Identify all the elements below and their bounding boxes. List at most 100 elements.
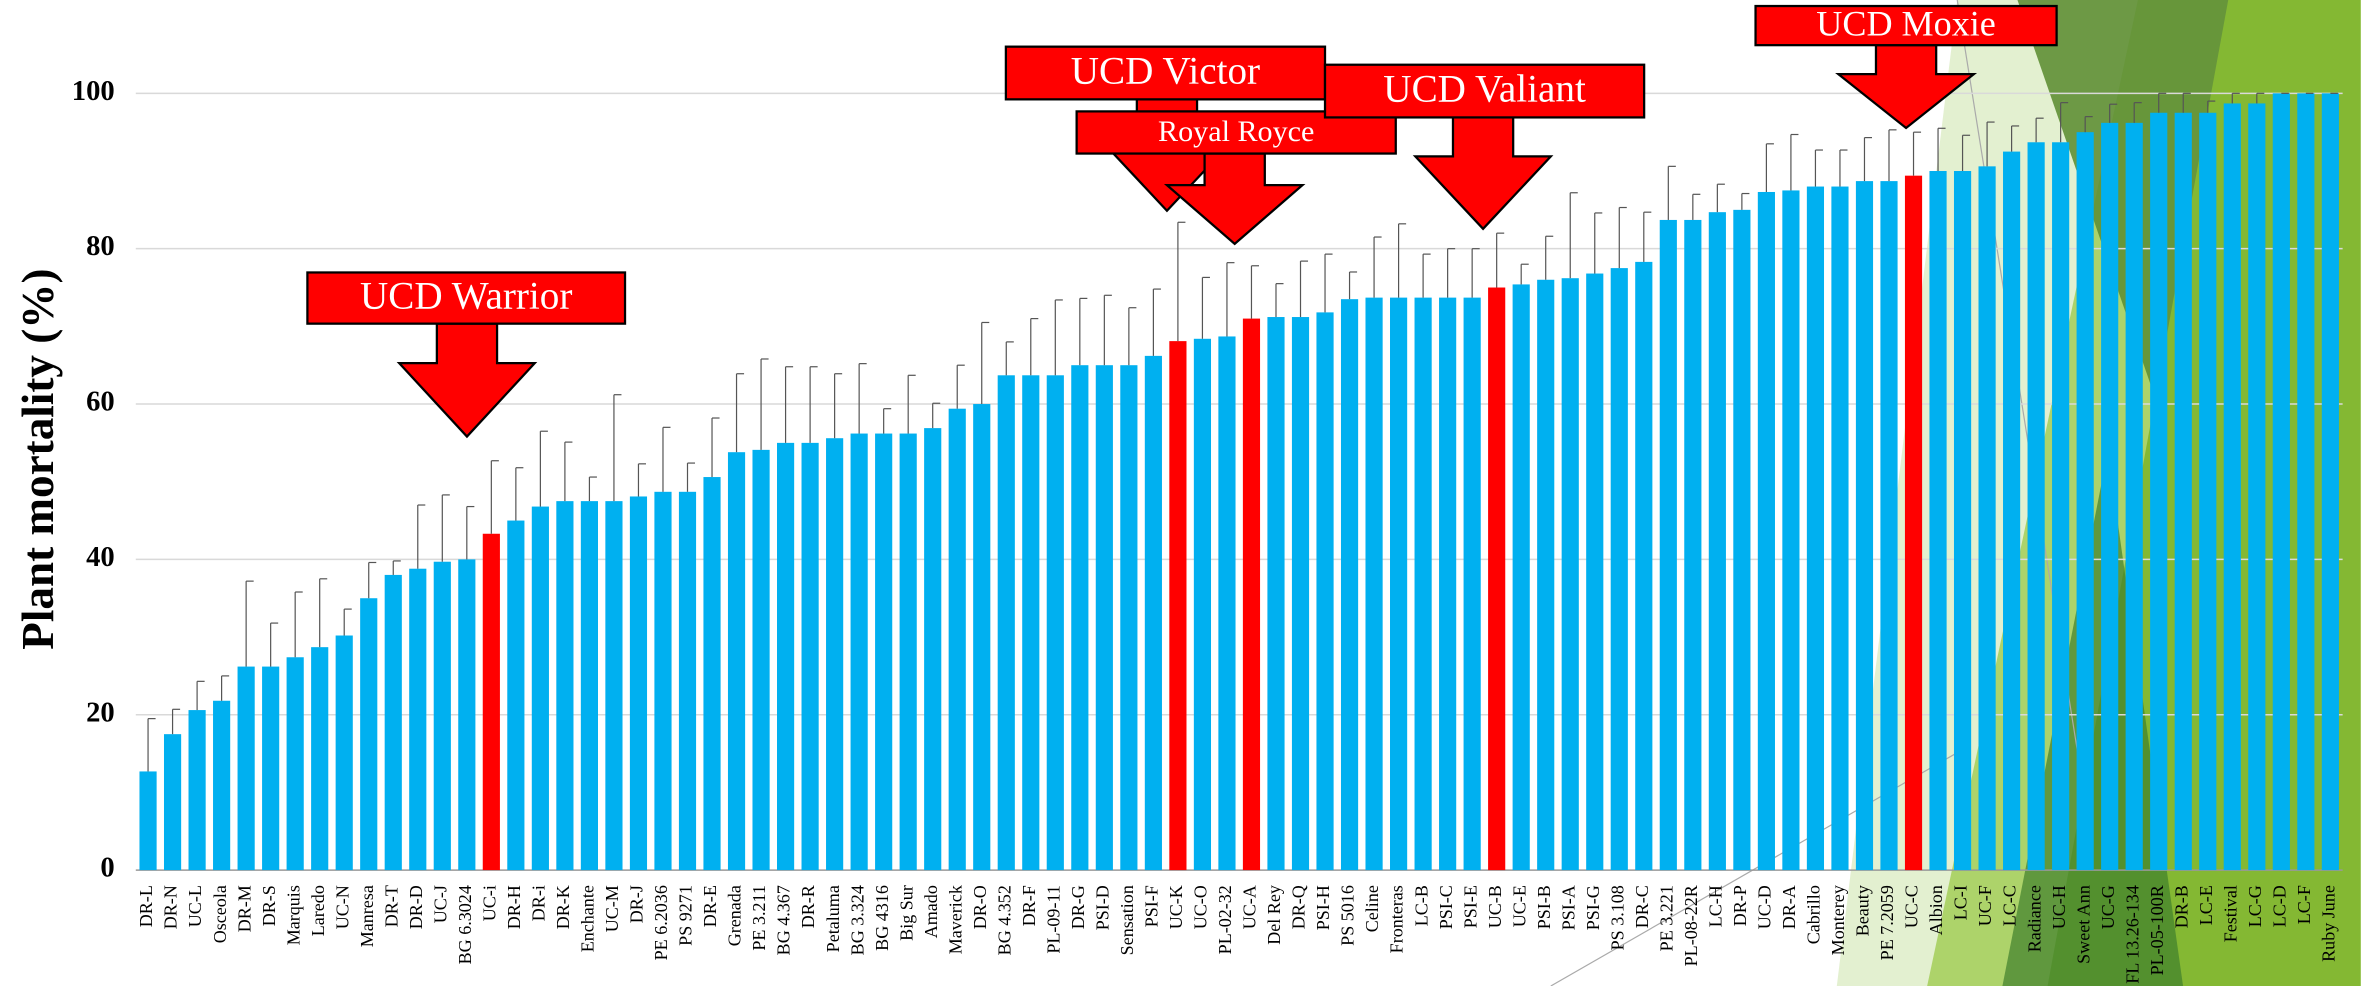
bar — [531, 506, 549, 871]
x-tick-label: DR-T — [381, 885, 401, 927]
x-tick-label: PE 7.2059 — [1877, 885, 1897, 960]
x-tick-label: LC-I — [1951, 885, 1971, 920]
x-tick-label: Celine — [1362, 885, 1382, 932]
bar — [2174, 112, 2192, 871]
bar — [2248, 103, 2266, 871]
x-tick-label: UC-N — [332, 885, 352, 929]
x-tick-label: UC-E — [1509, 885, 1529, 927]
x-tick-label: Beauty — [1853, 885, 1873, 936]
bar — [507, 520, 525, 871]
bar — [1512, 284, 1530, 871]
x-tick-label: PL-09-11 — [1043, 885, 1063, 954]
x-tick-label: Monterey — [1828, 885, 1848, 955]
x-tick-label: Fronteras — [1387, 885, 1407, 953]
x-tick-label: PL-02-32 — [1215, 885, 1235, 954]
bar — [2027, 142, 2045, 871]
y-tick-label: 20 — [86, 697, 115, 728]
callout-label: Royal Royce — [1158, 114, 1314, 148]
bar — [1880, 181, 1898, 871]
bar — [1365, 297, 1383, 871]
bar — [654, 491, 672, 871]
x-tick-label: UC-C — [1902, 885, 1922, 928]
bar — [1193, 338, 1212, 871]
bar — [1046, 375, 1064, 871]
x-tick-label: DR-A — [1779, 885, 1799, 929]
x-tick-label: PSI-E — [1460, 885, 1480, 928]
x-tick-label: Maverick — [945, 884, 965, 954]
bar — [1806, 186, 1825, 871]
bar — [1831, 186, 1849, 871]
x-tick-label: Sweet Ann — [2073, 885, 2093, 964]
x-tick-label: Festival — [2220, 885, 2240, 942]
bar — [826, 438, 844, 871]
bar — [973, 404, 991, 871]
bar — [1929, 171, 1947, 871]
x-tick-label: Del Rey — [1264, 885, 1284, 945]
x-tick-label: DR-M — [234, 885, 254, 932]
bar — [1439, 297, 1457, 871]
x-tick-label: LC-E — [2196, 885, 2216, 925]
x-tick-label: DR-N — [161, 885, 181, 929]
x-tick-label: PSI-H — [1313, 885, 1333, 930]
bar — [2321, 93, 2339, 871]
bar — [360, 598, 378, 871]
bar — [1488, 287, 1506, 871]
bar — [1169, 341, 1187, 871]
bar — [262, 666, 280, 871]
callout-label: UCD Valiant — [1383, 68, 1586, 111]
bar — [2272, 93, 2290, 871]
x-tick-label: DR-P — [1730, 885, 1750, 926]
x-tick-label: Big Sur — [896, 885, 916, 941]
x-tick-label: LC-H — [1705, 885, 1725, 927]
x-tick-label: UC-J — [430, 885, 450, 923]
x-tick-label: UC-D — [1755, 885, 1775, 929]
bar — [605, 501, 623, 871]
x-tick-label: DR-Q — [1289, 885, 1309, 929]
callout-label: UCD Moxie — [1816, 3, 1996, 43]
callout-box — [306, 271, 627, 325]
x-tick-label: DR-L — [136, 885, 156, 927]
x-tick-label: Marquis — [283, 885, 303, 945]
bar — [409, 568, 427, 871]
bar — [2297, 93, 2315, 871]
bar — [384, 574, 402, 871]
bar — [163, 734, 182, 871]
bar — [1733, 209, 1751, 871]
x-tick-label: Albion — [1926, 885, 1946, 935]
x-tick-label: DR-E — [700, 885, 720, 927]
x-tick-label: Petaluma — [823, 885, 843, 952]
bar — [1537, 279, 1555, 871]
x-tick-label: BG 4316 — [872, 885, 892, 951]
x-tick-label: UC-L — [185, 885, 205, 927]
bar — [1340, 299, 1359, 871]
bar — [139, 771, 157, 871]
x-tick-label: BG 4.352 — [994, 885, 1014, 955]
bar — [482, 533, 500, 871]
x-tick-label: Manresa — [357, 885, 377, 947]
x-tick-label: BG 6.3024 — [455, 885, 475, 964]
x-tick-label: DR-R — [798, 884, 818, 928]
bar — [776, 442, 795, 871]
x-tick-label: PSI-A — [1558, 885, 1578, 930]
bar — [703, 477, 721, 871]
bar — [2150, 112, 2168, 871]
bar — [1782, 190, 1800, 871]
y-tick-label: 60 — [86, 387, 115, 418]
bar — [1120, 365, 1138, 871]
x-tick-label: PE 6.2036 — [651, 885, 671, 960]
x-tick-label: PS 3.108 — [1607, 885, 1627, 950]
x-tick-label: DR-H — [504, 885, 524, 929]
bar — [311, 647, 329, 871]
callout: Royal Royce — [1075, 110, 1397, 246]
x-tick-label: Grenada — [725, 885, 745, 946]
bar — [2101, 122, 2119, 871]
bar — [1291, 317, 1310, 871]
x-tick-label: UC-H — [2049, 885, 2069, 929]
bar — [1708, 212, 1726, 871]
bar — [1316, 312, 1334, 871]
callout-box — [1754, 4, 2058, 47]
y-axis-label: Plant mortality (%) — [13, 269, 63, 650]
callout-arrow — [1412, 116, 1554, 231]
bar — [1684, 219, 1702, 871]
bar — [1144, 355, 1162, 871]
